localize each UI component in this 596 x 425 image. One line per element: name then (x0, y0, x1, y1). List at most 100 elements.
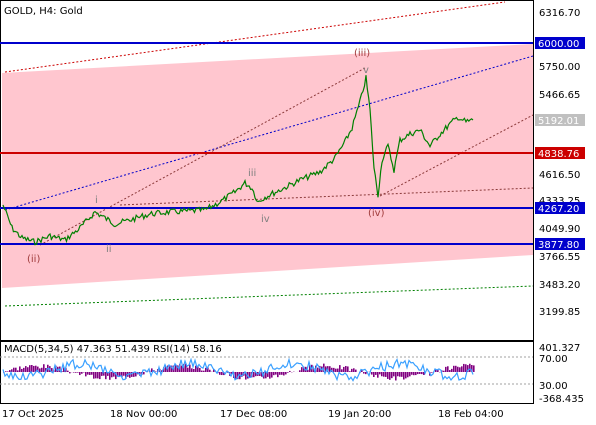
macd-bar (383, 372, 385, 377)
macd-bar (51, 368, 53, 372)
tag-current-price: 5192.01 (538, 116, 579, 127)
macd-bar (31, 365, 33, 372)
macd-bar (339, 365, 341, 372)
price-axis-label: 3766.55 (539, 252, 580, 263)
macd-bar (181, 365, 183, 372)
lower-trend-1 (379, 114, 534, 197)
macd-bar (151, 368, 153, 372)
macd-bar (143, 372, 145, 375)
macd-bar (327, 366, 329, 372)
macd-bar (199, 367, 201, 372)
macd-bar (155, 371, 157, 372)
macd-bar (187, 367, 189, 372)
macd-bar (459, 367, 461, 372)
macd-bar (275, 372, 277, 375)
macd-bar (279, 372, 281, 375)
price-axis: 6316.70 5750.00 5466.65 4616.50 4333.25 … (539, 8, 580, 318)
macd-bar (121, 372, 123, 377)
macd-bar (245, 372, 247, 380)
macd-bar (417, 372, 419, 375)
price-axis-label: 5466.65 (539, 90, 580, 101)
macd-bar (317, 367, 319, 372)
macd-histogram (3, 363, 475, 381)
price-axis-label: 3199.85 (539, 307, 580, 318)
macd-bar (355, 369, 357, 372)
macd-bar (81, 372, 83, 374)
macd-bar (253, 372, 255, 378)
macd-bar (283, 372, 285, 376)
macd-bar (33, 365, 35, 372)
time-axis: 17 Oct 2025 18 Nov 00:00 17 Dec 08:00 19… (2, 409, 504, 420)
macd-bar (45, 368, 47, 372)
indicator-axis-label: 30.00 (539, 381, 568, 392)
macd-bar (235, 372, 237, 379)
macd-bar (193, 369, 195, 372)
svg-text:GOLD, H4: Gold: GOLD, H4: Gold (4, 6, 83, 17)
macd-bar (89, 372, 91, 375)
macd-bar (285, 372, 287, 375)
macd-bar (373, 372, 375, 378)
macd-bar (255, 372, 257, 377)
macd-bar (175, 364, 177, 372)
macd-bar (91, 372, 93, 375)
tag-4267: 4267.20 (538, 204, 579, 215)
macd-bar (303, 366, 305, 372)
macd-bar (331, 367, 333, 372)
macd-bar (363, 372, 365, 374)
macd-bar (27, 367, 29, 372)
macd-bar (447, 366, 449, 372)
indicator-axis-label: 70.00 (539, 354, 568, 365)
macd-bar (125, 372, 127, 379)
macd-bar (195, 365, 197, 372)
instrument-name: Gold (60, 6, 83, 17)
macd-bar (231, 372, 233, 374)
price-axis-label: 4333.25 (539, 196, 580, 207)
macd-bar (385, 372, 387, 377)
macd-bar (133, 372, 135, 377)
roman-label-iii: iii (248, 168, 256, 179)
macd-bar (131, 372, 133, 377)
macd-bar (101, 372, 103, 376)
tag-4838: 4838.76 (538, 149, 579, 160)
macd-bar (9, 370, 11, 372)
macd-bar (391, 372, 393, 379)
macd-bar (67, 370, 69, 372)
macd-bar (69, 372, 71, 374)
macd-bar (99, 372, 101, 380)
macd-bar (5, 371, 7, 372)
macd-bar (419, 372, 421, 374)
macd-bar (361, 370, 363, 372)
macd-bar (177, 365, 179, 372)
main-chart-frame (0, 0, 534, 341)
channel-upper-trend (4, 1, 506, 73)
macd-bar (375, 372, 377, 375)
macd-bar (169, 366, 171, 372)
wave-projection (39, 67, 366, 246)
tag-6000-bg (535, 37, 585, 49)
macd-bar (365, 372, 367, 375)
macd-bar (205, 367, 207, 372)
time-axis-label: 17 Dec 08:00 (220, 409, 287, 420)
macd-bar (113, 372, 115, 377)
macd-bar (345, 365, 347, 372)
macd-bar (213, 369, 215, 372)
macd-bar (75, 372, 77, 373)
macd-bar (299, 370, 301, 372)
macd-bar (467, 365, 469, 372)
tag-4838-bg (535, 147, 585, 159)
macd-bar (413, 372, 415, 376)
macd-bar (377, 372, 379, 378)
macd-bar (35, 365, 37, 372)
symbol-label: GOLD (4, 6, 33, 17)
macd-bar (461, 366, 463, 372)
macd-bar (397, 372, 399, 377)
macd-bar (281, 372, 283, 375)
roman-label-iv: iv (261, 214, 270, 225)
macd-bar (61, 371, 63, 372)
macd-bar (445, 366, 447, 372)
macd-bar (191, 368, 193, 372)
macd-bar (307, 369, 309, 372)
macd-bar (423, 372, 425, 375)
macd-bar (129, 372, 131, 378)
